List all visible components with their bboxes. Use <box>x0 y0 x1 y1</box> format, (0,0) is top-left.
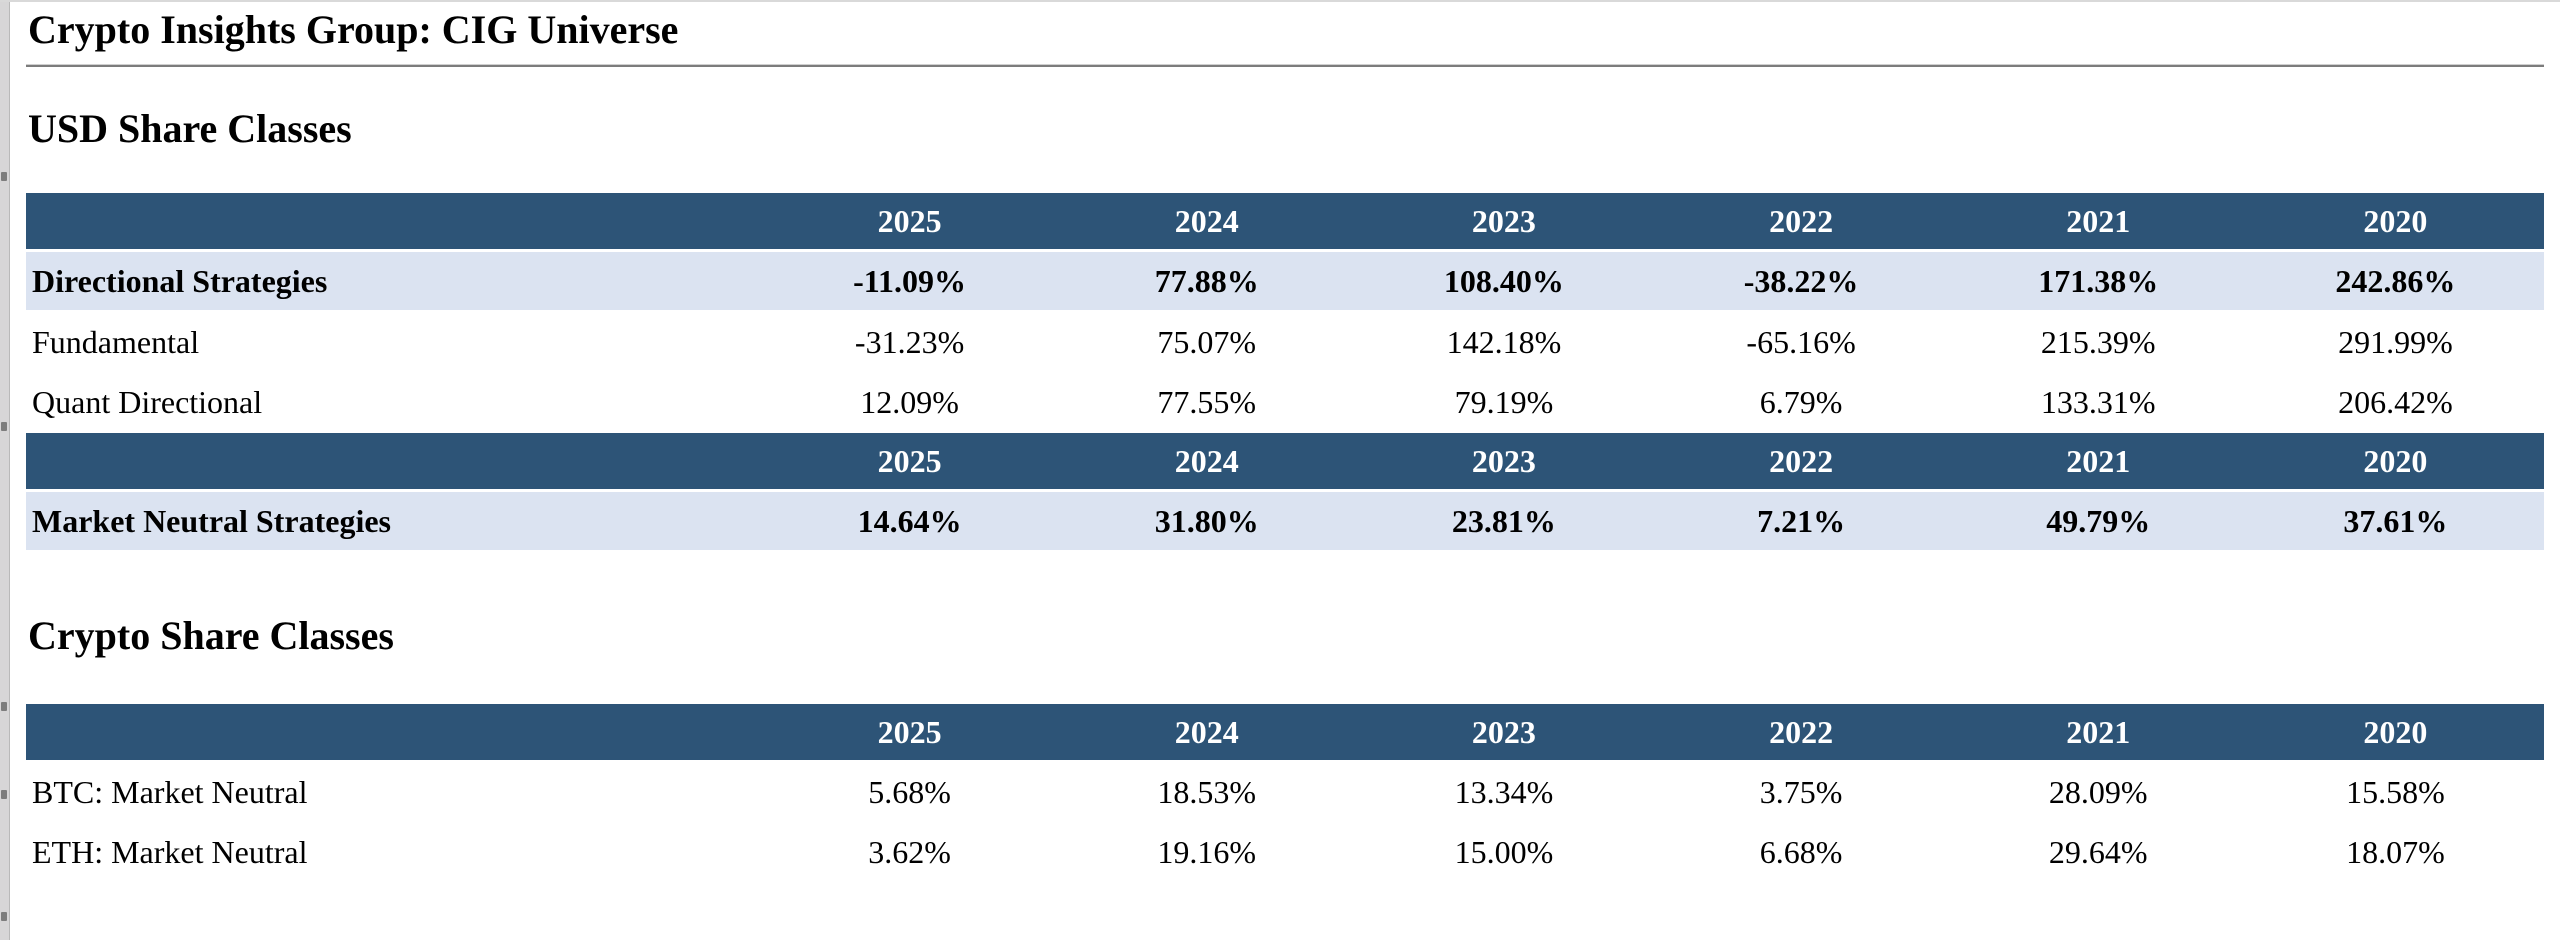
row-label: Market Neutral Strategies <box>32 502 391 539</box>
cell-value: 5.68% <box>868 773 951 810</box>
row-label: Quant Directional <box>32 383 263 420</box>
row-label: Directional Strategies <box>32 262 328 299</box>
cell-value: 15.00% <box>1454 833 1554 870</box>
year-header: 2020 <box>2363 202 2428 239</box>
year-header: 2021 <box>2066 202 2131 239</box>
cell-value: 7.21% <box>1757 502 1846 539</box>
title-divider <box>26 64 2544 67</box>
cell-value: 6.79% <box>1759 383 1843 420</box>
page-title: Crypto Insights Group: CIG Universe <box>28 7 679 52</box>
strip-tick-mark <box>1 172 7 181</box>
table-row-fundamental: Fundamental -31.23% 75.07% 142.18% -65.1… <box>26 313 2544 371</box>
cell-value: 3.75% <box>1759 773 1843 810</box>
year-header: 2024 <box>1174 442 1239 479</box>
strip-tick-mark <box>1 702 7 711</box>
year-header: 2024 <box>1174 202 1239 239</box>
year-header: 2022 <box>1769 202 1834 239</box>
cell-value: 19.16% <box>1157 833 1257 870</box>
cell-value: 108.40% <box>1443 262 1564 299</box>
cell-value: 171.38% <box>2038 262 2159 299</box>
year-header: 2025 <box>877 442 942 479</box>
cell-value: 3.62% <box>868 833 951 870</box>
row-label: BTC: Market Neutral <box>32 773 308 810</box>
cell-value: 79.19% <box>1454 383 1554 420</box>
year-header: 2020 <box>2363 442 2428 479</box>
row-label: Fundamental <box>32 323 200 360</box>
year-header: 2023 <box>1471 713 1536 750</box>
table-row-market-neutral-strategies: Market Neutral Strategies 14.64% 31.80% … <box>26 492 2544 550</box>
row-label: ETH: Market Neutral <box>32 833 308 870</box>
cell-value: 28.09% <box>2048 773 2148 810</box>
cell-value: 13.34% <box>1454 773 1554 810</box>
section-heading-usd-share-classes: USD Share Classes <box>28 106 352 151</box>
table-header-row: 2025 2024 2023 2022 2021 2020 <box>26 704 2544 760</box>
cell-value: 77.55% <box>1157 383 1257 420</box>
cell-value: 215.39% <box>2040 323 2156 360</box>
year-header: 2023 <box>1471 202 1536 239</box>
section-heading-crypto-share-classes: Crypto Share Classes <box>28 613 394 658</box>
year-header: 2020 <box>2363 713 2428 750</box>
cell-value: 37.61% <box>2343 502 2448 539</box>
year-header: 2023 <box>1471 442 1536 479</box>
year-header: 2021 <box>2066 442 2131 479</box>
table-row-eth-market-neutral: ETH: Market Neutral 3.62% 19.16% 15.00% … <box>26 823 2544 881</box>
crypto-market-neutral-table: 2025 2024 2023 2022 2021 2020 BTC: Marke… <box>26 704 2544 881</box>
strip-tick-mark <box>1 422 7 431</box>
window-edge-strip <box>0 2 10 940</box>
cell-value: 15.58% <box>2346 773 2445 810</box>
year-header: 2025 <box>877 202 942 239</box>
cell-value: 77.88% <box>1154 262 1259 299</box>
cell-value: 49.79% <box>2046 502 2151 539</box>
cell-value: -65.16% <box>1746 323 1856 360</box>
year-header: 2025 <box>877 713 942 750</box>
cell-value: 23.81% <box>1451 502 1556 539</box>
usd-directional-table: 2025 2024 2023 2022 2021 2020 Directiona… <box>26 193 2544 431</box>
table-header-row: 2025 2024 2023 2022 2021 2020 <box>26 433 2544 489</box>
strip-tick-mark <box>1 912 7 921</box>
year-header: 2022 <box>1769 713 1834 750</box>
cell-value: 133.31% <box>2040 383 2156 420</box>
cell-value: 206.42% <box>2338 383 2453 420</box>
cell-value: 291.99% <box>2338 323 2453 360</box>
cell-value: -11.09% <box>853 262 967 299</box>
cell-value: 31.80% <box>1154 502 1259 539</box>
cell-value: 142.18% <box>1446 323 1562 360</box>
table-row-btc-market-neutral: BTC: Market Neutral 5.68% 18.53% 13.34% … <box>26 763 2544 821</box>
strip-tick-mark <box>1 790 7 799</box>
cell-value: 6.68% <box>1759 833 1843 870</box>
report-page: Crypto Insights Group: CIG Universe USD … <box>26 2 2544 883</box>
cell-value: 18.53% <box>1157 773 1257 810</box>
table-row-quant-directional: Quant Directional 12.09% 77.55% 79.19% 6… <box>26 373 2544 431</box>
year-header: 2021 <box>2066 713 2131 750</box>
year-header: 2024 <box>1174 713 1239 750</box>
usd-market-neutral-table: 2025 2024 2023 2022 2021 2020 Market Neu… <box>26 433 2544 550</box>
cell-value: 14.64% <box>857 502 962 539</box>
cell-value: 75.07% <box>1157 323 1257 360</box>
year-header: 2022 <box>1769 442 1834 479</box>
cell-value: 242.86% <box>2335 262 2456 299</box>
cell-value: 18.07% <box>2346 833 2445 870</box>
cell-value: -38.22% <box>1743 262 1859 299</box>
cell-value: 29.64% <box>2048 833 2148 870</box>
table-header-row: 2025 2024 2023 2022 2021 2020 <box>26 193 2544 249</box>
cell-value: -31.23% <box>854 323 965 360</box>
cell-value: 12.09% <box>860 383 959 420</box>
table-row-directional-strategies: Directional Strategies -11.09% 77.88% 10… <box>26 252 2544 310</box>
